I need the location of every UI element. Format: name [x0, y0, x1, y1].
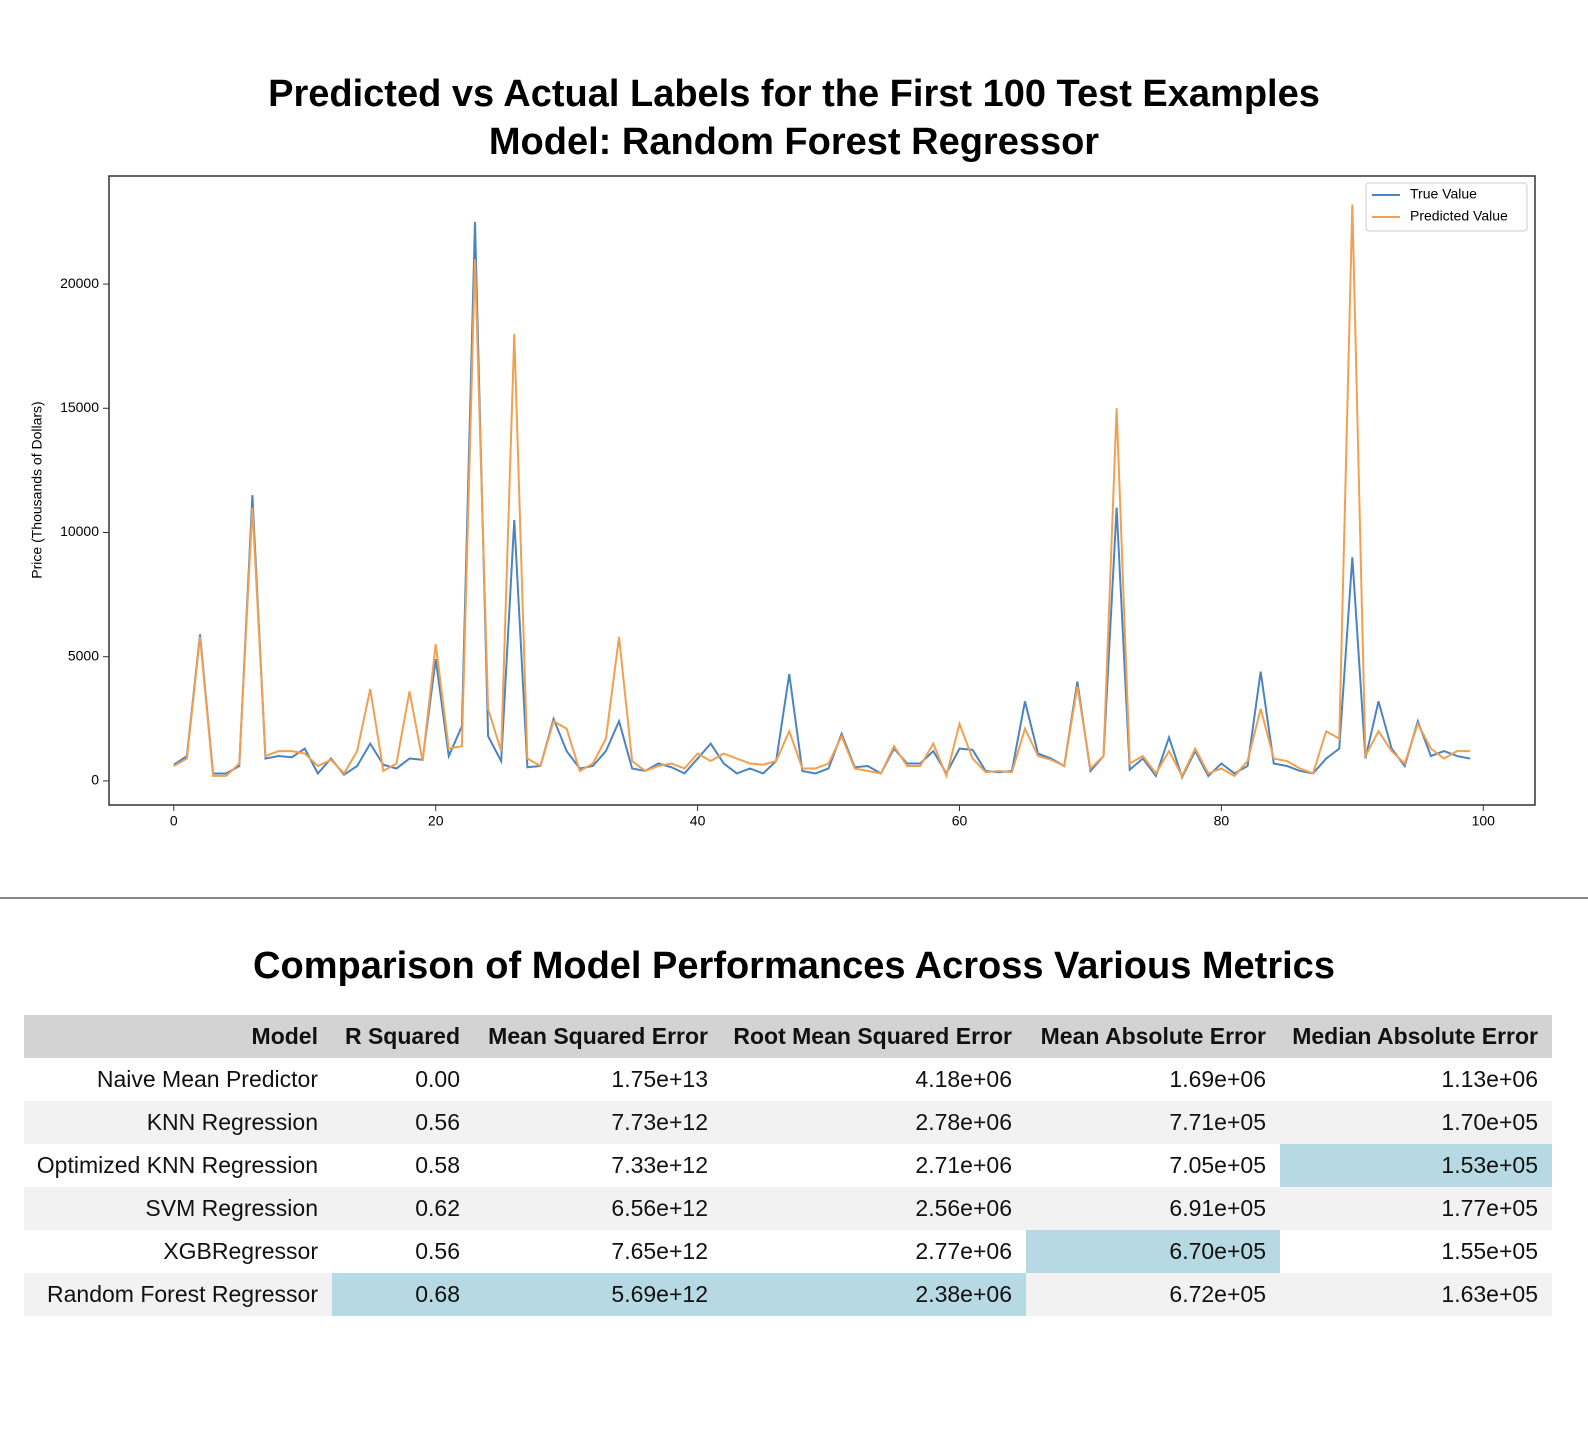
- metric-cell: 6.70e+05: [1026, 1230, 1280, 1273]
- y-tick-label: 20000: [60, 275, 99, 291]
- y-tick-label: 10000: [60, 523, 99, 539]
- metric-cell: 0.68: [332, 1273, 474, 1316]
- metric-cell: 1.53e+05: [1280, 1144, 1552, 1187]
- metric-cell: 1.55e+05: [1441, 1238, 1538, 1264]
- metrics-table: Model R Squared Mean Squared Error Root Mea…: [24, 1015, 1552, 1316]
- x-tick-label: 40: [690, 813, 706, 829]
- metric-cell: 6.91e+05: [1026, 1187, 1280, 1230]
- metric-cell: 1.70e+05: [1280, 1101, 1552, 1144]
- metric-cell: 1.69e+06: [1169, 1066, 1266, 1092]
- x-tick-label: 60: [952, 813, 968, 829]
- table-row: SVM Regression 0.62 6.56e+12 2.56e+06 6.91e+…: [24, 1187, 1552, 1230]
- x-tick-label: 0: [170, 813, 178, 829]
- x-tick-label: 100: [1472, 813, 1496, 829]
- chart: Predicted vs Actual Labels for the First…: [29, 73, 1536, 829]
- metric-cell: 5.69e+12: [474, 1273, 722, 1316]
- y-tick-label: 0: [91, 772, 99, 788]
- y-tick-label: 15000: [60, 399, 99, 415]
- x-tick-label: 80: [1214, 813, 1230, 829]
- column-header: Mean Absolute Error: [1026, 1015, 1280, 1058]
- legend-label: Predicted Value: [1410, 208, 1508, 224]
- metric-cell: 2.78e+06: [722, 1101, 1026, 1144]
- metric-cell: 7.65e+12: [611, 1238, 708, 1264]
- y-axis-label: Price (Thousands of Dollars): [29, 401, 45, 578]
- metric-cell: 2.56e+06: [722, 1187, 1026, 1230]
- table-row: Optimized KNN Regression 0.58 7.33e+12 2.71…: [24, 1144, 1552, 1187]
- chart-title: Predicted vs Actual Labels for the First…: [268, 73, 1320, 115]
- legend-box: [1365, 182, 1528, 232]
- metric-cell: 1.63e+05: [1280, 1273, 1552, 1316]
- table-title: Comparison of Model Performances Across …: [253, 945, 1335, 987]
- model-cell: Naive Mean Predictor: [96, 1066, 318, 1092]
- metric-cell: 6.56e+12: [474, 1187, 722, 1230]
- metric-cell: 2.77e+06: [915, 1238, 1012, 1264]
- column-header: Root Mean Squared Error: [722, 1015, 1026, 1058]
- metric-cell: 7.05e+05: [1169, 1152, 1266, 1178]
- x-tick-label: 20: [428, 813, 444, 829]
- metric-cell: 7.33e+12: [611, 1152, 708, 1178]
- column-header: Model: [24, 1015, 332, 1058]
- model-cell: KNN Regression: [24, 1101, 332, 1144]
- metric-cell: 2.71e+06: [915, 1152, 1012, 1178]
- metric-cell: 0.56: [332, 1101, 474, 1144]
- y-tick-label: 5000: [68, 647, 99, 663]
- model-cell: SVM Regression: [24, 1187, 332, 1230]
- table-row: Naive Mean Predictor 0.00 1.75e+13 4.18e+06…: [24, 1058, 1552, 1101]
- metric-cell: 6.72e+05: [1026, 1273, 1280, 1316]
- metric-cell: 4.18e+06: [915, 1066, 1012, 1092]
- chart-subtitle: Model: Random Forest Regressor: [489, 121, 1099, 163]
- metric-cell: 1.77e+05: [1280, 1187, 1552, 1230]
- series-line: [173, 204, 1471, 780]
- metric-cell: 1.75e+13: [611, 1066, 708, 1092]
- model-cell: Random Forest Regressor: [24, 1273, 332, 1316]
- metric-cell: 2.38e+06: [722, 1273, 1026, 1316]
- table-row: Random Forest Regressor 0.68 5.69e+12 2.38e…: [24, 1273, 1552, 1316]
- metric-cell: 0.62: [332, 1187, 474, 1230]
- metric-cell: 7.73e+12: [474, 1101, 722, 1144]
- model-cell: Optimized KNN Regression: [36, 1152, 318, 1178]
- metric-cell: 7.71e+05: [1026, 1101, 1280, 1144]
- column-header: Mean Squared Error: [474, 1015, 722, 1058]
- separator: [0, 897, 1588, 899]
- table-row: XGBRegressor 0.56 7.65e+12 2.77e+06 6.70e+05…: [24, 1230, 1552, 1273]
- table-row: KNN Regression 0.56 7.73e+12 2.78e+06 7.71e+…: [24, 1101, 1552, 1144]
- metric-cell: 1.13e+06: [1441, 1066, 1538, 1092]
- metric-cell: 0.00: [415, 1066, 460, 1092]
- column-header: R Squared: [332, 1015, 474, 1058]
- metric-cell: 0.56: [415, 1238, 460, 1264]
- legend-label: True Value: [1410, 186, 1477, 202]
- metric-cell: 0.58: [415, 1152, 460, 1178]
- plot-frame: [108, 175, 1536, 806]
- model-cell: XGBRegressor: [163, 1238, 318, 1264]
- column-header: Median Absolute Error: [1280, 1015, 1552, 1058]
